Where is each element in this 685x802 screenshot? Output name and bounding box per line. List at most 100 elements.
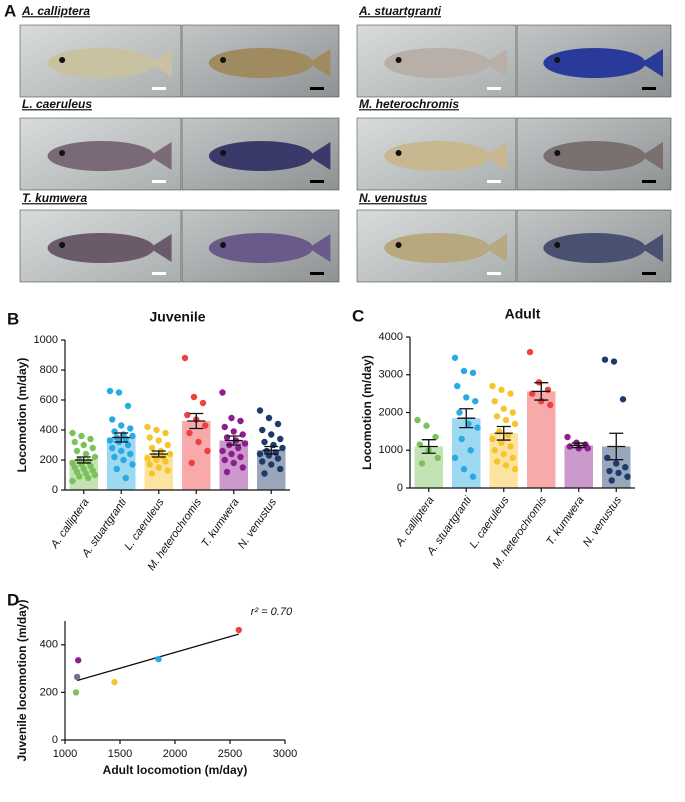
data-point xyxy=(228,450,235,458)
data-point xyxy=(129,461,136,468)
error-bar xyxy=(187,412,206,430)
data-point xyxy=(71,438,78,446)
scale-bar xyxy=(487,87,501,90)
data-point xyxy=(491,447,498,454)
x-tick-label: N. venustus xyxy=(581,494,624,549)
data-point xyxy=(164,441,171,449)
data-point xyxy=(181,354,189,362)
error-bar xyxy=(607,432,626,461)
data-point xyxy=(239,464,246,471)
y-axis-label: Locomotion (m/day) xyxy=(15,358,29,473)
data-point xyxy=(106,387,114,395)
data-point xyxy=(223,468,231,476)
data-point xyxy=(124,441,132,449)
fish-tail xyxy=(641,234,663,262)
data-point xyxy=(604,454,611,461)
data-point xyxy=(507,443,514,450)
annotation: r² = 0.70 xyxy=(251,606,293,618)
x-tick-label: T. kumwera xyxy=(199,497,241,550)
fish-body xyxy=(543,141,646,171)
data-point xyxy=(162,458,169,465)
data-point xyxy=(78,432,85,440)
x-axis-label: Adult locomotion (m/day) xyxy=(103,763,248,777)
x-tick-label: 2000 xyxy=(163,748,187,760)
data-point xyxy=(502,462,510,469)
fish-tail xyxy=(308,142,331,170)
fish-eye xyxy=(59,150,66,156)
y-tick-label: 400 xyxy=(40,424,58,436)
data-point xyxy=(144,423,151,431)
x-tick-label: T. kumwera xyxy=(544,495,586,548)
species-label: M. heterochromis xyxy=(359,97,459,111)
data-point xyxy=(221,456,228,464)
panel-label: D xyxy=(7,590,19,609)
fish-eye xyxy=(220,57,227,63)
y-axis-label: Locomotion (m/day) xyxy=(360,355,374,470)
data-point xyxy=(529,390,536,397)
data-point xyxy=(274,455,282,462)
data-point xyxy=(615,469,622,477)
data-point xyxy=(544,386,552,394)
data-point xyxy=(219,447,226,455)
fish-body xyxy=(208,141,314,171)
data-point xyxy=(91,453,99,461)
panel-label: C xyxy=(352,306,364,325)
scale-bar xyxy=(487,272,501,275)
data-point xyxy=(120,456,127,464)
data-point xyxy=(202,422,209,429)
data-point xyxy=(256,407,264,414)
x-tick-label: 2500 xyxy=(218,748,242,760)
fish-eye xyxy=(395,242,402,248)
data-point xyxy=(467,447,474,454)
data-point xyxy=(463,394,470,401)
data-point xyxy=(122,474,129,482)
data-point xyxy=(80,441,87,449)
scale-bar xyxy=(642,87,656,90)
error-bar xyxy=(419,439,438,454)
data-point xyxy=(230,459,237,467)
data-point xyxy=(199,399,207,407)
y-tick-label: 200 xyxy=(40,686,58,698)
scale-bar xyxy=(152,272,166,275)
data-point xyxy=(451,454,459,461)
data-point xyxy=(491,397,498,405)
species-label: A. calliptera xyxy=(21,4,90,18)
fish-tail xyxy=(485,234,507,262)
fish-tail xyxy=(149,142,172,170)
data-point xyxy=(235,444,242,452)
data-point xyxy=(195,438,202,446)
x-tick-label: 1000 xyxy=(53,748,77,760)
fish-eye xyxy=(220,150,227,156)
error-bar xyxy=(74,456,93,464)
data-point xyxy=(608,477,615,484)
bar xyxy=(182,421,211,490)
data-point xyxy=(219,389,226,396)
data-point xyxy=(166,450,174,458)
data-point xyxy=(237,417,244,425)
x-tick-label: N. venustus xyxy=(236,496,279,551)
data-point xyxy=(259,458,266,465)
data-point xyxy=(129,432,136,440)
fish-eye xyxy=(554,150,561,156)
data-point xyxy=(566,443,573,450)
data-point xyxy=(115,389,123,396)
data-point xyxy=(469,369,477,377)
data-point xyxy=(279,444,286,452)
data-point xyxy=(509,409,516,416)
data-point xyxy=(87,435,94,443)
data-point xyxy=(268,431,275,438)
y-axis-label: Juvenile locomotion (m/day) xyxy=(15,599,29,761)
y-tick-label: 0 xyxy=(52,734,58,746)
data-point xyxy=(610,358,618,365)
x-tick-label: 3000 xyxy=(273,748,297,760)
data-point xyxy=(241,440,249,447)
data-point xyxy=(493,413,501,420)
data-point xyxy=(144,455,151,462)
data-point xyxy=(502,416,510,424)
fish-body xyxy=(543,233,646,263)
data-point xyxy=(148,470,156,477)
data-point xyxy=(277,435,284,443)
species-label: A. stuartgranti xyxy=(358,4,442,18)
data-point xyxy=(155,437,162,444)
